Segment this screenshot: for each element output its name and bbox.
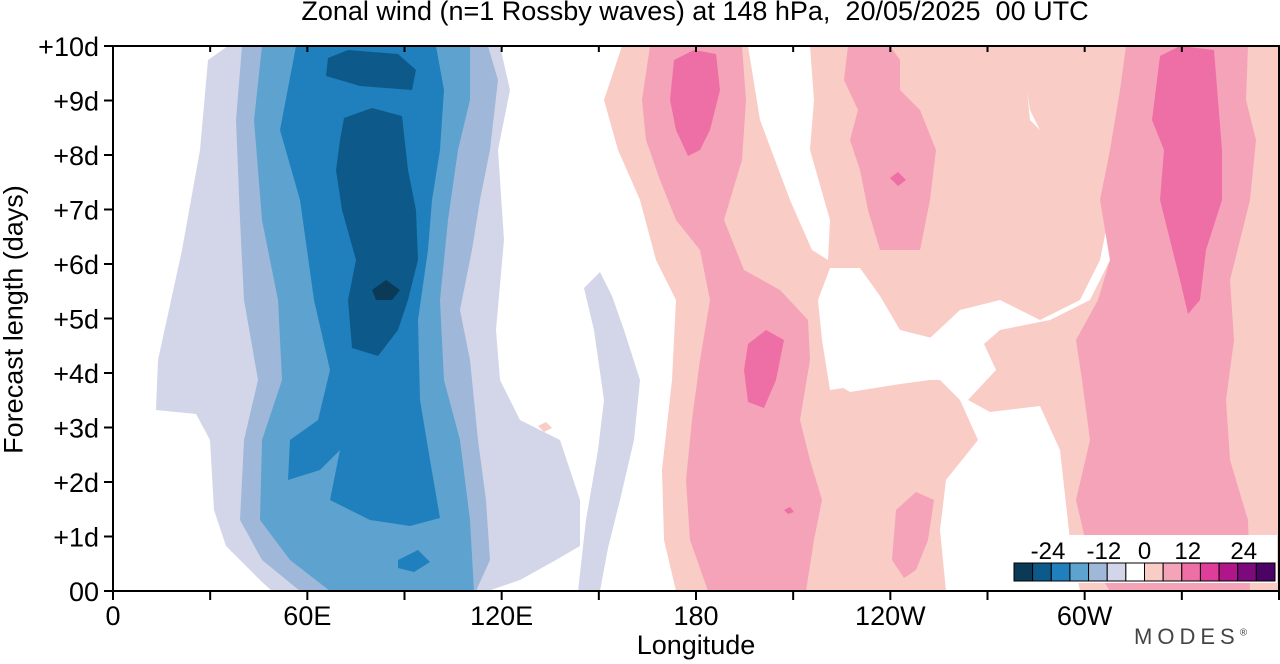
brand-name: MODES xyxy=(1134,624,1240,649)
brand-mark: ® xyxy=(1239,627,1248,639)
y-tick-label: +9d xyxy=(53,87,99,117)
region-plus12-b xyxy=(744,330,784,408)
region-minus4-east xyxy=(578,272,640,591)
colorbar-tick-label: 24 xyxy=(1230,538,1257,565)
region-plus8-mid xyxy=(844,46,936,250)
y-tick-label: +5d xyxy=(53,305,99,335)
region-plus4-spot xyxy=(538,422,552,432)
colorbar-swatch xyxy=(1013,562,1034,582)
region-plus4-gap xyxy=(748,46,830,260)
contour-fills xyxy=(156,46,1279,591)
colorbar-swatch xyxy=(1218,562,1239,582)
colorbar-swatch xyxy=(1162,562,1183,582)
y-tick-label: +1d xyxy=(53,523,99,553)
colorbar-swatch xyxy=(1199,562,1220,582)
x-tick-label: 120W xyxy=(855,601,926,631)
region-minus20-core xyxy=(336,108,418,356)
y-tick-label: +8d xyxy=(53,141,99,171)
colorbar-tick-label: -12 xyxy=(1087,538,1122,565)
colorbar-tick-label: -24 xyxy=(1031,538,1066,565)
colorbar-tick-label: 0 xyxy=(1138,538,1151,565)
x-tick-label: 60W xyxy=(1057,601,1113,631)
region-plus12-a xyxy=(670,50,720,156)
x-tick-label: 60E xyxy=(283,601,331,631)
region-minus24 xyxy=(372,280,400,300)
region-minus20-upper xyxy=(326,50,416,90)
y-tick-label: +3d xyxy=(53,414,99,444)
y-tick-label: +7d xyxy=(53,196,99,226)
colorbar: -24 -12 0 12 24 xyxy=(1012,535,1277,583)
colorbar-swatch xyxy=(1237,562,1257,582)
colorbar-swatch xyxy=(1032,562,1052,582)
y-tick-label: 00 xyxy=(69,577,99,607)
x-tick-label: 180 xyxy=(673,601,718,631)
colorbar-swatch xyxy=(1050,562,1071,582)
x-tick-label: 0 xyxy=(105,601,120,631)
colorbar-swatch xyxy=(1069,562,1090,582)
y-axis-label: Forecast length (days) xyxy=(0,185,29,454)
region-plus4-gap2 xyxy=(826,270,950,392)
region-plus12-c xyxy=(1152,46,1222,314)
y-tick-label: +2d xyxy=(53,468,99,498)
colorbar-swatch xyxy=(1144,562,1164,582)
y-axis: 00 +1d +2d +3d +4d +5d +6d +7d +8d +9d +10d xyxy=(38,32,113,607)
region-plus8-low xyxy=(892,492,934,578)
colorbar-swatch xyxy=(1106,562,1127,582)
chart-title: Zonal wind (n=1 Rossby waves) at 148 hPa… xyxy=(301,0,1089,26)
y-tick-label: +6d xyxy=(53,250,99,280)
colorbar-swatch xyxy=(1255,562,1276,582)
modes-logo: MODES® xyxy=(1134,624,1247,650)
region-plus12-spot xyxy=(890,172,906,186)
x-axis: 0 60E 120E 180 120W 60W xyxy=(105,46,1280,631)
colorbar-swatch xyxy=(1181,562,1201,582)
region-plus12-dot xyxy=(784,507,794,514)
region-plus8-left xyxy=(642,46,822,591)
colorbar-swatch xyxy=(1125,562,1146,582)
colorbar-swatch xyxy=(1088,562,1108,582)
x-axis-label: Longitude xyxy=(636,630,756,660)
y-tick-label: +4d xyxy=(53,359,99,389)
region-minus16-blob xyxy=(398,550,430,572)
colorbar-tick-label: 12 xyxy=(1174,538,1201,565)
y-tick-label: +10d xyxy=(38,32,99,62)
x-tick-label: 120E xyxy=(470,601,533,631)
